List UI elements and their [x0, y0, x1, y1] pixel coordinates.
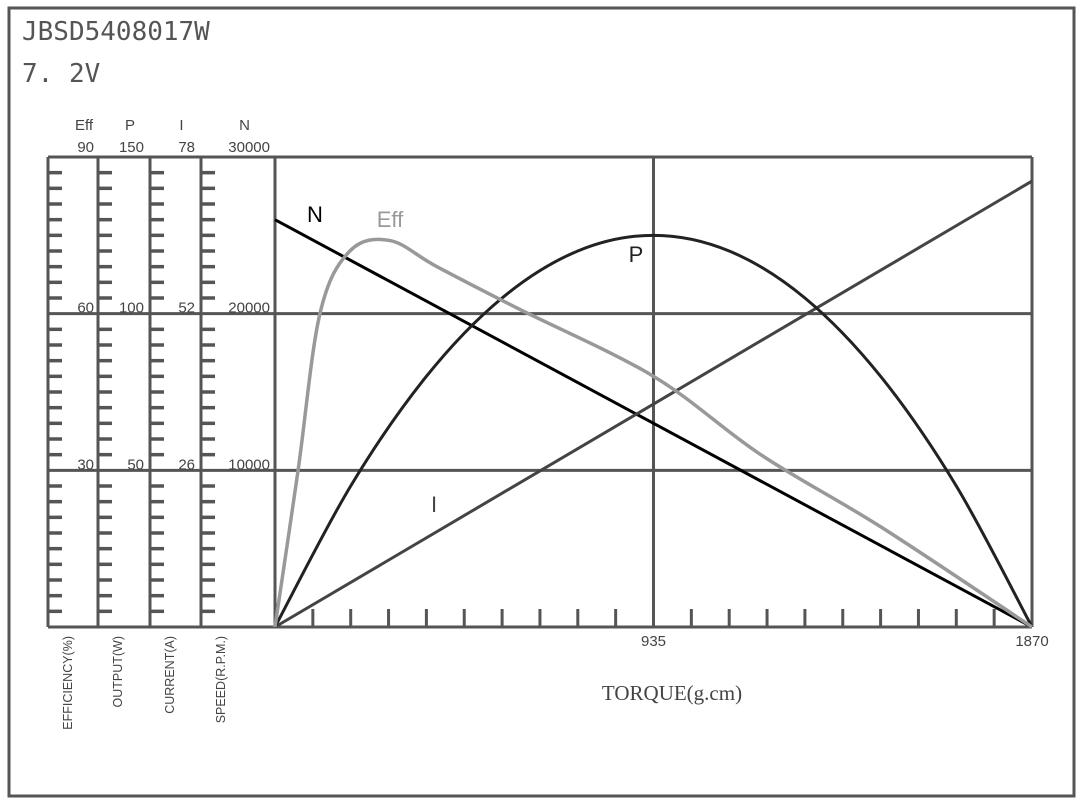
curve-label-eff: Eff — [377, 207, 404, 232]
axis-header-eff: Eff — [75, 117, 94, 134]
curve-eff — [273, 237, 1033, 629]
voltage-subtitle: 7. 2V — [22, 59, 100, 89]
curve-label-i: I — [431, 492, 437, 517]
curve-label-n: N — [307, 202, 323, 227]
y-tick-label: 90 — [77, 139, 94, 156]
y-tick-label: 78 — [178, 139, 195, 156]
x-tick-label: 1870 — [1015, 633, 1048, 650]
y-axis-title-p: OUTPUT(W) — [111, 636, 125, 708]
y-tick-label: 50 — [127, 456, 144, 473]
y-tick-label: 20000 — [228, 300, 270, 317]
curve-label-p: P — [629, 242, 644, 267]
curves: N I P Eff — [273, 179, 1034, 629]
y-tick-label: 26 — [178, 456, 195, 473]
y-axis-title-i: CURRENT(A) — [163, 636, 177, 714]
x-tick-label: 935 — [641, 633, 666, 650]
axis-header-n: N — [239, 117, 250, 134]
y-axis-title-n: SPEED(R.P.M.) — [214, 636, 228, 723]
y-tick-label: 30000 — [228, 139, 270, 156]
axis-labels: Eff 90 60 30 EFFICIENCY(%) P 150 100 50 OUTPUT(W)… — [61, 117, 1049, 730]
y-tick-label: 60 — [77, 300, 94, 317]
y-tick-label: 30 — [77, 456, 94, 473]
y-tick-label: 100 — [119, 300, 144, 317]
y-axis-title-eff: EFFICIENCY(%) — [61, 636, 75, 730]
model-title: JBSD5408017W — [22, 17, 210, 47]
y-tick-label: 150 — [119, 139, 144, 156]
axes-frame — [46, 155, 1034, 629]
y-tick-label: 10000 — [228, 456, 270, 473]
curve-i — [274, 179, 1033, 629]
y-tick-label: 52 — [178, 300, 195, 317]
axis-header-i: I — [179, 117, 183, 134]
axis-ticks — [48, 170, 996, 627]
axis-header-p: P — [125, 117, 135, 134]
curve-p — [273, 233, 1034, 628]
curve-n — [274, 218, 1033, 629]
outer-frame — [7, 6, 1076, 798]
x-axis-label: TORQUE(g.cm) — [602, 681, 742, 705]
